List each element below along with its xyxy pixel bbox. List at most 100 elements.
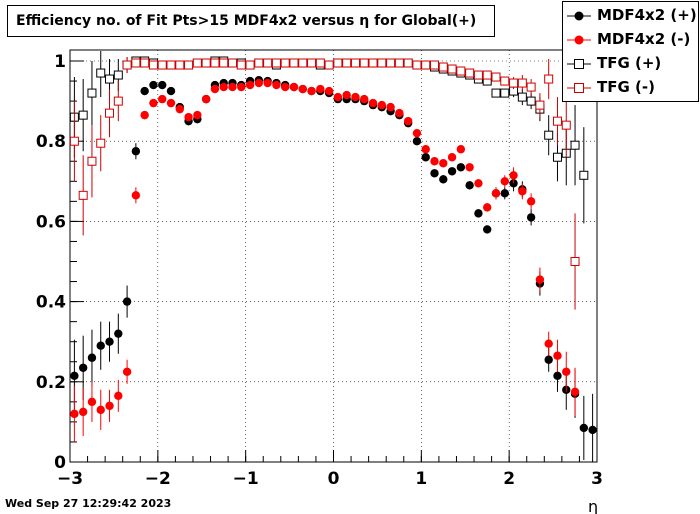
- data-point: [280, 82, 290, 92]
- data-point: [78, 190, 88, 200]
- data-point: [544, 339, 553, 348]
- legend-item-mdf-plus: MDF4x2 (+): [563, 4, 698, 28]
- legend-marker-filled-circle-red: [567, 35, 591, 45]
- data-point: [483, 225, 492, 234]
- data-point: [158, 94, 167, 104]
- data-point: [236, 60, 246, 70]
- x-axis-label: η: [588, 497, 598, 514]
- data-point: [562, 367, 571, 376]
- data-point: [184, 112, 193, 122]
- data-point: [447, 167, 457, 176]
- data-point: [228, 82, 237, 92]
- legend-item-tfg-plus: TFG (+): [563, 52, 698, 76]
- legend-marker-filled-circle-black: [567, 11, 591, 21]
- data-point: [412, 128, 422, 138]
- data-point: [87, 353, 97, 362]
- data-point: [166, 98, 176, 108]
- data-point: [552, 116, 562, 126]
- data-point: [421, 60, 431, 70]
- data-point: [360, 94, 369, 104]
- data-point: [307, 58, 317, 68]
- data-point: [351, 92, 360, 102]
- data-point: [386, 102, 395, 112]
- legend-marker-open-square-black: [567, 59, 591, 69]
- data-point: [122, 60, 132, 70]
- axes: [69, 49, 598, 463]
- data-point: [192, 58, 202, 68]
- data-point: [237, 82, 246, 92]
- legend-label-mdf-minus: MDF4x2 (-): [597, 30, 691, 48]
- data-point: [473, 70, 483, 80]
- data-point: [465, 163, 474, 172]
- y-tick-label: 0.4: [36, 293, 66, 313]
- data-point: [535, 275, 545, 284]
- data-point: [438, 62, 448, 72]
- data-point: [122, 367, 132, 376]
- data-point: [544, 74, 554, 84]
- data-point: [518, 187, 527, 196]
- data-point: [131, 191, 141, 200]
- data-point: [131, 58, 141, 68]
- data-point: [245, 80, 255, 90]
- data-point: [544, 130, 554, 140]
- data-point: [175, 60, 185, 70]
- data-point: [219, 82, 228, 92]
- data-point: [421, 145, 430, 154]
- data-point: [263, 78, 272, 88]
- data-point: [201, 58, 211, 68]
- data-point: [465, 181, 474, 190]
- data-point: [210, 58, 220, 68]
- data-point: [113, 96, 123, 106]
- data-point: [96, 138, 106, 148]
- x-tick-label: −3: [57, 469, 83, 489]
- data-point: [500, 177, 509, 186]
- data-point: [421, 153, 430, 162]
- data-point: [87, 88, 97, 98]
- series-0: [70, 76, 597, 462]
- series-2: [69, 50, 589, 224]
- tick-labels: −3 −2 −1 0 1 2 3 0 0.2 0.4 0.6 0.8 1: [36, 52, 603, 489]
- x-tick-label: −2: [145, 469, 171, 489]
- data-point: [570, 257, 580, 266]
- data-point: [140, 110, 149, 120]
- data-point: [166, 86, 176, 96]
- data-point: [69, 136, 79, 146]
- data-point: [227, 58, 237, 68]
- data-point: [131, 147, 141, 156]
- data-point: [439, 175, 448, 184]
- data-point: [403, 58, 413, 68]
- x-tick-label: 3: [591, 469, 603, 489]
- data-point: [517, 92, 527, 102]
- data-point: [254, 78, 264, 88]
- data-point: [105, 108, 115, 118]
- data-point: [456, 66, 466, 76]
- data-point: [333, 58, 343, 68]
- data-point: [517, 78, 527, 88]
- data-point: [526, 213, 536, 222]
- legend-item-mdf-minus: MDF4x2 (-): [563, 28, 698, 52]
- data-point: [552, 152, 562, 162]
- data-point: [315, 58, 325, 68]
- data-point: [114, 329, 123, 338]
- data-point: [386, 58, 396, 68]
- data-point: [298, 84, 307, 94]
- data-point: [412, 60, 422, 70]
- data-point: [316, 84, 325, 94]
- data-point: [394, 58, 404, 68]
- data-point: [289, 58, 299, 68]
- data-point: [157, 60, 167, 70]
- data-points: [69, 50, 597, 462]
- data-point: [158, 80, 167, 90]
- legend-label-tfg-minus: TFG (-): [597, 78, 655, 96]
- data-point: [570, 387, 580, 397]
- data-point: [544, 355, 553, 364]
- data-point: [412, 137, 422, 146]
- data-point: [553, 371, 562, 380]
- data-point: [403, 116, 413, 126]
- data-point: [96, 405, 105, 415]
- data-point: [491, 88, 501, 98]
- data-point: [324, 60, 334, 70]
- y-tick-label: 1: [54, 52, 66, 72]
- data-point: [113, 70, 123, 80]
- data-point: [166, 60, 176, 70]
